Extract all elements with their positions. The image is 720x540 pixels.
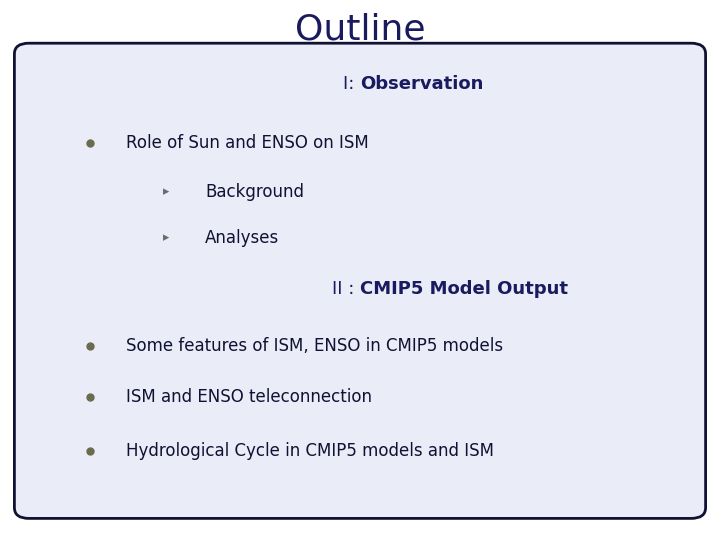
- Text: Observation: Observation: [360, 75, 483, 93]
- Text: I:: I:: [343, 75, 360, 93]
- Text: II :: II :: [332, 280, 360, 298]
- Text: Role of Sun and ENSO on ISM: Role of Sun and ENSO on ISM: [126, 134, 369, 152]
- Text: Outline: Outline: [294, 13, 426, 46]
- FancyBboxPatch shape: [14, 43, 706, 518]
- Text: Background: Background: [205, 183, 304, 201]
- Text: Hydrological Cycle in CMIP5 models and ISM: Hydrological Cycle in CMIP5 models and I…: [126, 442, 494, 460]
- Text: ISM and ENSO teleconnection: ISM and ENSO teleconnection: [126, 388, 372, 406]
- Text: ▸: ▸: [163, 231, 168, 244]
- Text: ▸: ▸: [163, 185, 168, 198]
- Text: Some features of ISM, ENSO in CMIP5 models: Some features of ISM, ENSO in CMIP5 mode…: [126, 336, 503, 355]
- Text: Analyses: Analyses: [205, 228, 279, 247]
- Text: CMIP5 Model Output: CMIP5 Model Output: [360, 280, 568, 298]
